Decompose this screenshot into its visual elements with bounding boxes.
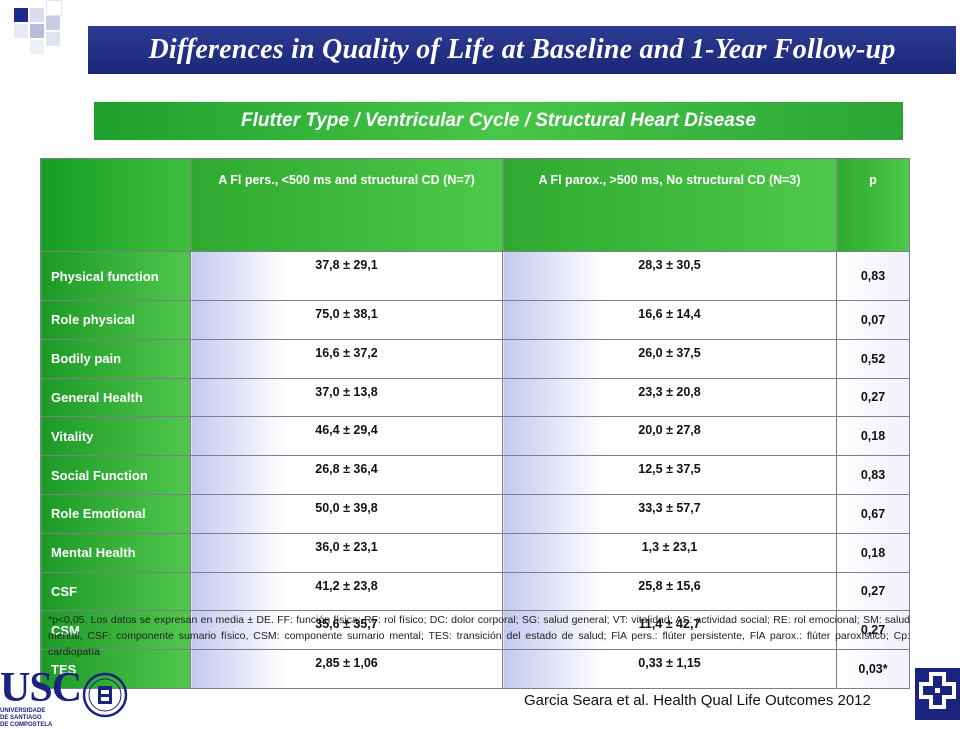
group-a-value: 26,8 ± 36,4 [190,455,503,495]
row-label: General Health [40,377,191,418]
subtitle-bar: Flutter Type / Ventricular Cycle / Struc… [94,102,903,140]
footnote: *p<0,05. Los datos se expresan en media … [48,614,910,658]
title-bar: Differences in Quality of Life at Baseli… [88,26,956,74]
table-row: CSM 35,6 ± 35,7 11,4 ± 42,7 0,27 [40,610,910,651]
p-value: 0,27 [836,610,910,651]
row-label: CSM [40,610,191,651]
table-row: Bodily pain 16,6 ± 37,2 26,0 ± 37,5 0,52 [40,338,910,379]
p-value: 0,27 [836,571,910,612]
p-value: 0,03* [836,649,910,689]
group-a-value: 75,0 ± 38,1 [190,300,503,340]
group-a-value: 36,0 ± 23,1 [190,532,503,573]
row-label: Bodily pain [40,338,191,379]
group-a-value: 16,6 ± 37,2 [190,338,503,379]
group-a-value: 37,0 ± 13,8 [190,377,503,418]
row-label: Social Function [40,455,191,495]
group-b-value: 23,3 ± 20,8 [502,377,837,418]
p-value: 0,07 [836,300,910,340]
usc-logo-text: USC [0,665,82,711]
hospital-cross-logo-icon [915,668,960,720]
group-a-value: 41,2 ± 23,8 [190,571,503,612]
group-b-value: 1,3 ± 23,1 [502,532,837,573]
usc-logo-subtitle: UNIVERSIDADE DE SANTIAGO DE COMPOSTELA [0,708,80,729]
decor-square [46,16,60,30]
decor-square [30,40,44,54]
p-value: 0,52 [836,338,910,379]
row-label: Mental Health [40,532,191,573]
decor-square [46,0,62,16]
row-label: CSF [40,571,191,612]
group-b-value: 25,8 ± 15,6 [502,571,837,612]
group-b-value: 16,6 ± 14,4 [502,300,837,340]
page-subtitle: Flutter Type / Ventricular Cycle / Struc… [241,110,756,131]
row-label: Vitality [40,416,191,457]
table-row: Role physical 75,0 ± 38,1 16,6 ± 14,4 0,… [40,300,910,340]
p-value: 0,18 [836,532,910,573]
p-value: 0,18 [836,416,910,457]
page-title: Differences in Quality of Life at Baseli… [148,34,896,65]
table-row: Vitality 46,4 ± 29,4 20,0 ± 27,8 0,18 [40,416,910,457]
p-value: 0,83 [836,455,910,495]
citation: Garcia Seara et al. Health Qual Life Out… [524,692,871,709]
row-label: Physical function [40,251,191,301]
decor-square [14,8,28,22]
group-b-value: 12,5 ± 37,5 [502,455,837,495]
group-b-value: 20,0 ± 27,8 [502,416,837,457]
table-row-tes: TES 2,85 ± 1,06 0,33 ± 1,15 0,03* [40,649,910,689]
column-header-group-a: A Fl pers., <500 ms and structural CD (N… [190,158,503,252]
row-label: Role physical [40,300,191,340]
p-value: 0,83 [836,251,910,301]
group-a-value: 50,0 ± 39,8 [190,493,503,534]
university-seal-icon [82,672,128,718]
usc-sub-line: UNIVERSIDADE [0,708,46,714]
usc-logo: USC UNIVERSIDADE DE SANTIAGO DE COMPOSTE… [0,665,82,728]
decor-square [46,32,60,46]
column-header-group-b: A Fl parox., >500 ms, No structural CD (… [502,158,837,252]
table-row: Physical function 37,8 ± 29,1 28,3 ± 30,… [40,251,910,301]
quality-of-life-table: A Fl pers., <500 ms and structural CD (N… [40,158,910,689]
p-value: 0,27 [836,377,910,418]
decor-square [14,24,28,38]
decor-square [30,8,44,22]
group-a-value: 46,4 ± 29,4 [190,416,503,457]
usc-sub-line: DE COMPOSTELA [0,722,53,728]
column-header-p: p [836,158,910,252]
group-a-value: 37,8 ± 29,1 [190,251,503,301]
group-b-value: 33,3 ± 57,7 [502,493,837,534]
decor-square [30,24,44,38]
group-a-value: 2,85 ± 1,06 [190,649,503,689]
table-row: CSF 41,2 ± 23,8 25,8 ± 15,6 0,27 [40,571,910,612]
table-row: Mental Health 36,0 ± 23,1 1,3 ± 23,1 0,1… [40,532,910,573]
usc-sub-line: DE SANTIAGO [0,715,42,721]
group-b-value: 26,0 ± 37,5 [502,338,837,379]
table-row: General Health 37,0 ± 13,8 23,3 ± 20,8 0… [40,377,910,418]
group-b-value: 0,33 ± 1,15 [502,649,837,689]
header-corner-cell [40,158,191,252]
row-label: Role Emotional [40,493,191,534]
table-row: Role Emotional 50,0 ± 39,8 33,3 ± 57,7 0… [40,493,910,534]
group-b-value: 28,3 ± 30,5 [502,251,837,301]
table-row: Social Function 26,8 ± 36,4 12,5 ± 37,5 … [40,455,910,495]
p-value: 0,67 [836,493,910,534]
